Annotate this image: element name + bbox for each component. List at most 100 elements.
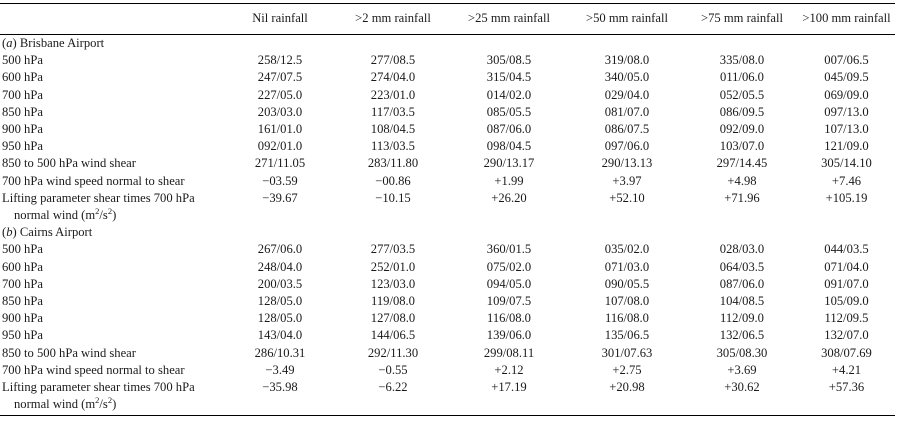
table-row: 600 hPa 247/07.5 274/04.0 315/04.5 340/05.0 0… (0, 69, 895, 86)
table-cell: 128/05.0 (257, 311, 303, 326)
table-row: 700 hPa wind speed normal to shear −3.49 −… (0, 362, 895, 379)
table-cell: 075/02.0 (486, 259, 532, 274)
table-cell: +26.20 (491, 190, 527, 205)
row-label: 600 hPa (0, 69, 224, 86)
table-cell: 097/13.0 (824, 104, 869, 119)
table-cell: 112/09.5 (824, 311, 869, 326)
table-cell: 319/08.0 (604, 53, 650, 68)
row-label-text: 600 hPa (2, 70, 43, 85)
table-cell: −3.49 (265, 362, 295, 377)
row-label: 850 hPa (0, 293, 224, 310)
table-cell: 112/09.0 (720, 311, 764, 326)
table-row: Lifting parameter shear times 700 hPa nor… (0, 379, 895, 417)
column-header-2mm: >2 mm rainfall (336, 3, 450, 35)
table-cell: 086/09.5 (719, 104, 765, 119)
row-label-continuation: normal wind (m2/s2) (2, 205, 116, 223)
table-row: 600 hPa 248/04.0 252/01.0 075/02.0 071/03.0 0… (0, 259, 895, 276)
row-label: 900 hPa (0, 310, 224, 327)
unit-text: /s (99, 397, 108, 412)
row-label: 950 hPa (0, 138, 224, 155)
table-cell: 014/02.0 (486, 87, 532, 102)
table-cell: 223/01.0 (370, 87, 416, 102)
table-row: Lifting parameter shear times 700 hPa nor… (0, 190, 895, 224)
unit-text: normal wind (m (14, 208, 96, 223)
table-cell: 308/07.69 (821, 345, 872, 360)
table-cell: 305/08.5 (486, 53, 532, 68)
table-row: 950 hPa 143/04.0 144/06.5 139/06.0 135/06.5 1… (0, 327, 895, 344)
table-cell: 097/06.0 (604, 139, 650, 154)
row-label-text: Lifting parameter shear times 700 hPa (2, 190, 195, 205)
row-label-text: 850 to 500 hPa wind shear (2, 156, 136, 171)
table-cell: 135/06.5 (604, 328, 650, 343)
row-label-text: 700 hPa (2, 87, 43, 102)
row-label-text: Lifting parameter shear times 700 hPa (2, 380, 195, 395)
table-cell: 315/04.5 (486, 70, 532, 85)
table-cell: 092/01.0 (257, 139, 303, 154)
unit-superscript: 2 (107, 205, 113, 216)
table-cell: 200/03.5 (257, 276, 303, 291)
table-row: 700 hPa 200/03.5 123/03.0 094/05.0 090/05.5 0… (0, 276, 895, 293)
table-cell: 143/04.0 (257, 328, 303, 343)
header-row: Nil rainfall >2 mm rainfall >25 mm rainf… (0, 3, 895, 35)
table-cell: 360/01.5 (486, 242, 532, 257)
table-cell: 105/09.0 (824, 294, 869, 309)
table-cell: +4.98 (727, 173, 757, 188)
table-cell: +1.99 (494, 173, 524, 188)
table-body: (a) Brisbane Airport 500 hPa 258/12.5 277/0… (0, 35, 895, 417)
row-label-text: 850 hPa (2, 294, 43, 309)
table-cell: 035/02.0 (604, 242, 650, 257)
section-letter: b (6, 225, 13, 240)
table-cell: 227/05.0 (257, 87, 303, 102)
table-cell: 086/07.5 (604, 122, 650, 137)
table-cell: +57.36 (798, 379, 895, 417)
table-cell: 029/04.0 (604, 87, 650, 102)
table-cell: 248/04.0 (257, 259, 303, 274)
table-cell: +7.46 (831, 173, 862, 188)
row-label: 500 hPa (0, 241, 224, 258)
row-label: 850 hPa (0, 104, 224, 121)
table-cell: +30.62 (686, 379, 798, 417)
section-heading-row: (b) Cairns Airport (0, 224, 895, 241)
table-cell: 109/07.5 (486, 294, 532, 309)
row-label: 850 to 500 hPa wind shear (0, 345, 224, 362)
row-label-continuation: normal wind (m2/s2) (2, 395, 116, 412)
table-cell: 071/04.0 (824, 259, 869, 274)
table-row: 850 to 500 hPa wind shear 286/10.31 292/11… (0, 345, 895, 362)
table-row: 850 to 500 hPa wind shear 271/11.05 283/11… (0, 155, 895, 172)
table-row: 500 hPa 258/12.5 277/08.5 305/08.5 319/08.0 3… (0, 52, 895, 69)
table-cell: 081/07.0 (604, 104, 650, 119)
table-cell: 094/05.0 (486, 276, 532, 291)
section-heading: (a) Brisbane Airport (2, 36, 105, 50)
row-label: 950 hPa (0, 327, 224, 344)
rainfall-wind-table: Nil rainfall >2 mm rainfall >25 mm rainf… (0, 3, 895, 417)
table-cell: 117/03.5 (371, 104, 415, 119)
row-label-text: 700 hPa wind speed normal to shear (2, 362, 185, 377)
table-cell: 290/13.17 (483, 156, 535, 171)
table-cell: 299/08.11 (483, 345, 535, 360)
section-heading-row: (a) Brisbane Airport (0, 35, 895, 53)
row-label: 900 hPa (0, 121, 224, 138)
table-cell: +52.10 (609, 190, 645, 205)
table-cell: +2.75 (612, 362, 642, 377)
table-cell: 277/03.5 (370, 242, 416, 257)
column-header-nil-rainfall: Nil rainfall (224, 3, 336, 35)
row-label-text: 700 hPa (2, 276, 43, 291)
row-label-text: 850 hPa (2, 104, 43, 119)
table-cell: −03.59 (262, 173, 298, 188)
table-cell: −39.67 (262, 190, 298, 205)
table-row: 700 hPa 227/05.0 223/01.0 014/02.0 029/04.0 0… (0, 87, 895, 104)
table-cell: +105.19 (825, 190, 868, 205)
table-cell: 305/08.30 (716, 345, 768, 360)
table-cell: +4.21 (831, 362, 862, 377)
unit-superscript: 2 (95, 395, 100, 406)
row-label-text: 700 hPa wind speed normal to shear (2, 173, 185, 188)
table-cell: 087/06.0 (486, 122, 532, 137)
table-cell: +71.96 (724, 190, 760, 205)
table-cell: 103/07.0 (719, 139, 765, 154)
table-cell: 069/09.0 (824, 87, 869, 102)
row-label-text: 500 hPa (2, 242, 43, 257)
table-cell: 203/03.0 (257, 104, 303, 119)
row-label: 700 hPa wind speed normal to shear (0, 362, 224, 379)
table-cell: 252/01.0 (370, 259, 416, 274)
table-cell: +2.12 (494, 362, 524, 377)
